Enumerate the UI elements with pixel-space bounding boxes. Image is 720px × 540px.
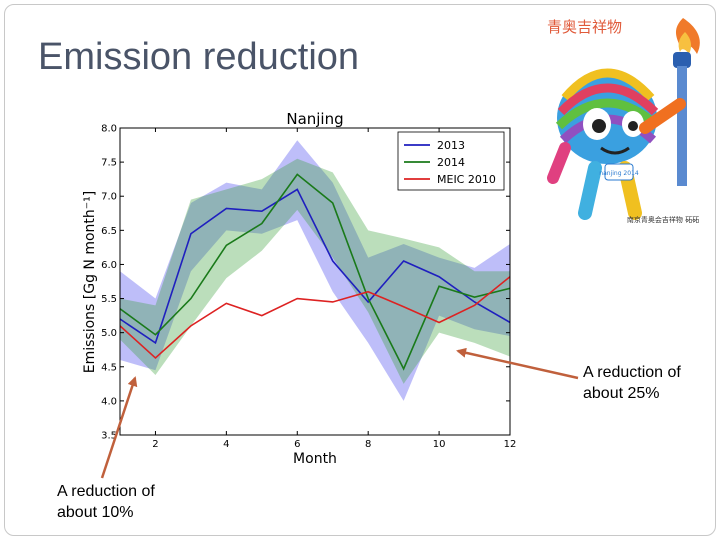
y-tick-label: 5.5 (101, 294, 117, 305)
legend-box (397, 131, 505, 191)
mascot-logo-text: 青奥吉祥物 (547, 18, 622, 36)
mascot-caption: 南京青奥会吉祥物 砳砳 (627, 215, 699, 224)
y-tick-label: 6.5 (101, 226, 117, 237)
x-tick-label: 2 (152, 439, 158, 450)
x-tick-label: 6 (294, 439, 300, 450)
y-axis-label: Emissions [Gg N month⁻¹] (82, 191, 98, 374)
chart-title: Nanjing (286, 110, 343, 128)
x-tick-label: 12 (504, 439, 517, 450)
mascot-illustration: 青奥吉祥物 nanjing 2014 南京青奥会吉祥物 砳砳 (547, 18, 700, 224)
slide-title: Emission reduction (38, 36, 360, 78)
legend-label-2013: 2013 (437, 139, 465, 152)
y-tick-label: 8.0 (101, 124, 117, 135)
annotation-left: A reduction of about 10% (57, 481, 155, 523)
chart-legend: 2013 2014 MEIC 2010 (397, 131, 505, 191)
annotation-left-line2: about 10% (57, 504, 134, 521)
annotation-left-line1: A reduction of (57, 483, 155, 500)
plot-area-frame (119, 127, 511, 436)
legend-label-2014: 2014 (437, 156, 465, 169)
annotation-right-line1: A reduction of (583, 364, 681, 381)
y-tick-label: 6.0 (101, 260, 117, 271)
series-line-meic-2010 (119, 276, 511, 359)
y-tick-label: 4.0 (101, 396, 117, 407)
x-tick-label: 4 (223, 439, 229, 450)
series-line-2013 (119, 188, 511, 345)
x-axis-label: Month (293, 451, 337, 467)
legend-label-meic-2010: MEIC 2010 (437, 173, 496, 186)
series-line-2014 (119, 173, 511, 371)
x-tick-label: 10 (433, 439, 446, 450)
arrow-right (456, 347, 579, 380)
band-2013 (120, 140, 510, 401)
y-tick-label: 5.0 (101, 328, 117, 339)
y-tick-label: 3.5 (101, 431, 117, 442)
annotation-right: A reduction of about 25% (583, 362, 681, 404)
y-tick-label: 4.5 (101, 362, 117, 373)
annotation-right-line2: about 25% (583, 385, 660, 402)
arrow-left (100, 376, 138, 479)
x-tick-label: 8 (365, 439, 371, 450)
y-tick-label: 7.0 (101, 192, 117, 203)
mascot-badge-text: nanjing 2014 (599, 170, 639, 177)
y-tick-label: 7.5 (101, 158, 117, 169)
